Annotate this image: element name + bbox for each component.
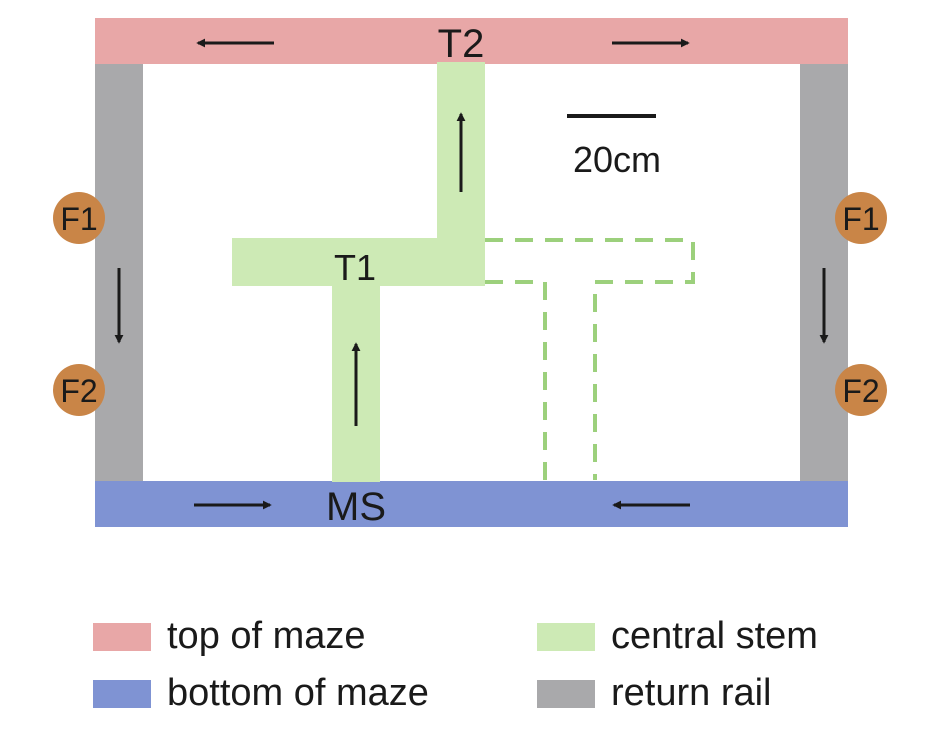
top-label: T2 (438, 22, 485, 66)
feeder-left-f2 (53, 364, 105, 416)
feeder-left-f2-label: F2 (60, 373, 97, 409)
scale-label: 20cm (573, 139, 661, 180)
feeder-left-f1-label: F1 (60, 201, 97, 237)
bottom-label: MS (326, 485, 386, 529)
feeder-right-f1-label: F1 (842, 201, 879, 237)
junction-label: T1 (334, 247, 376, 288)
feeder-right-f1 (835, 192, 887, 244)
alternate-t-outline (485, 238, 695, 480)
feeder-right-f2-label: F2 (842, 373, 879, 409)
feeder-left-f1 (53, 192, 105, 244)
top-of-maze-bar (95, 18, 848, 64)
feeder-right-f2 (835, 364, 887, 416)
